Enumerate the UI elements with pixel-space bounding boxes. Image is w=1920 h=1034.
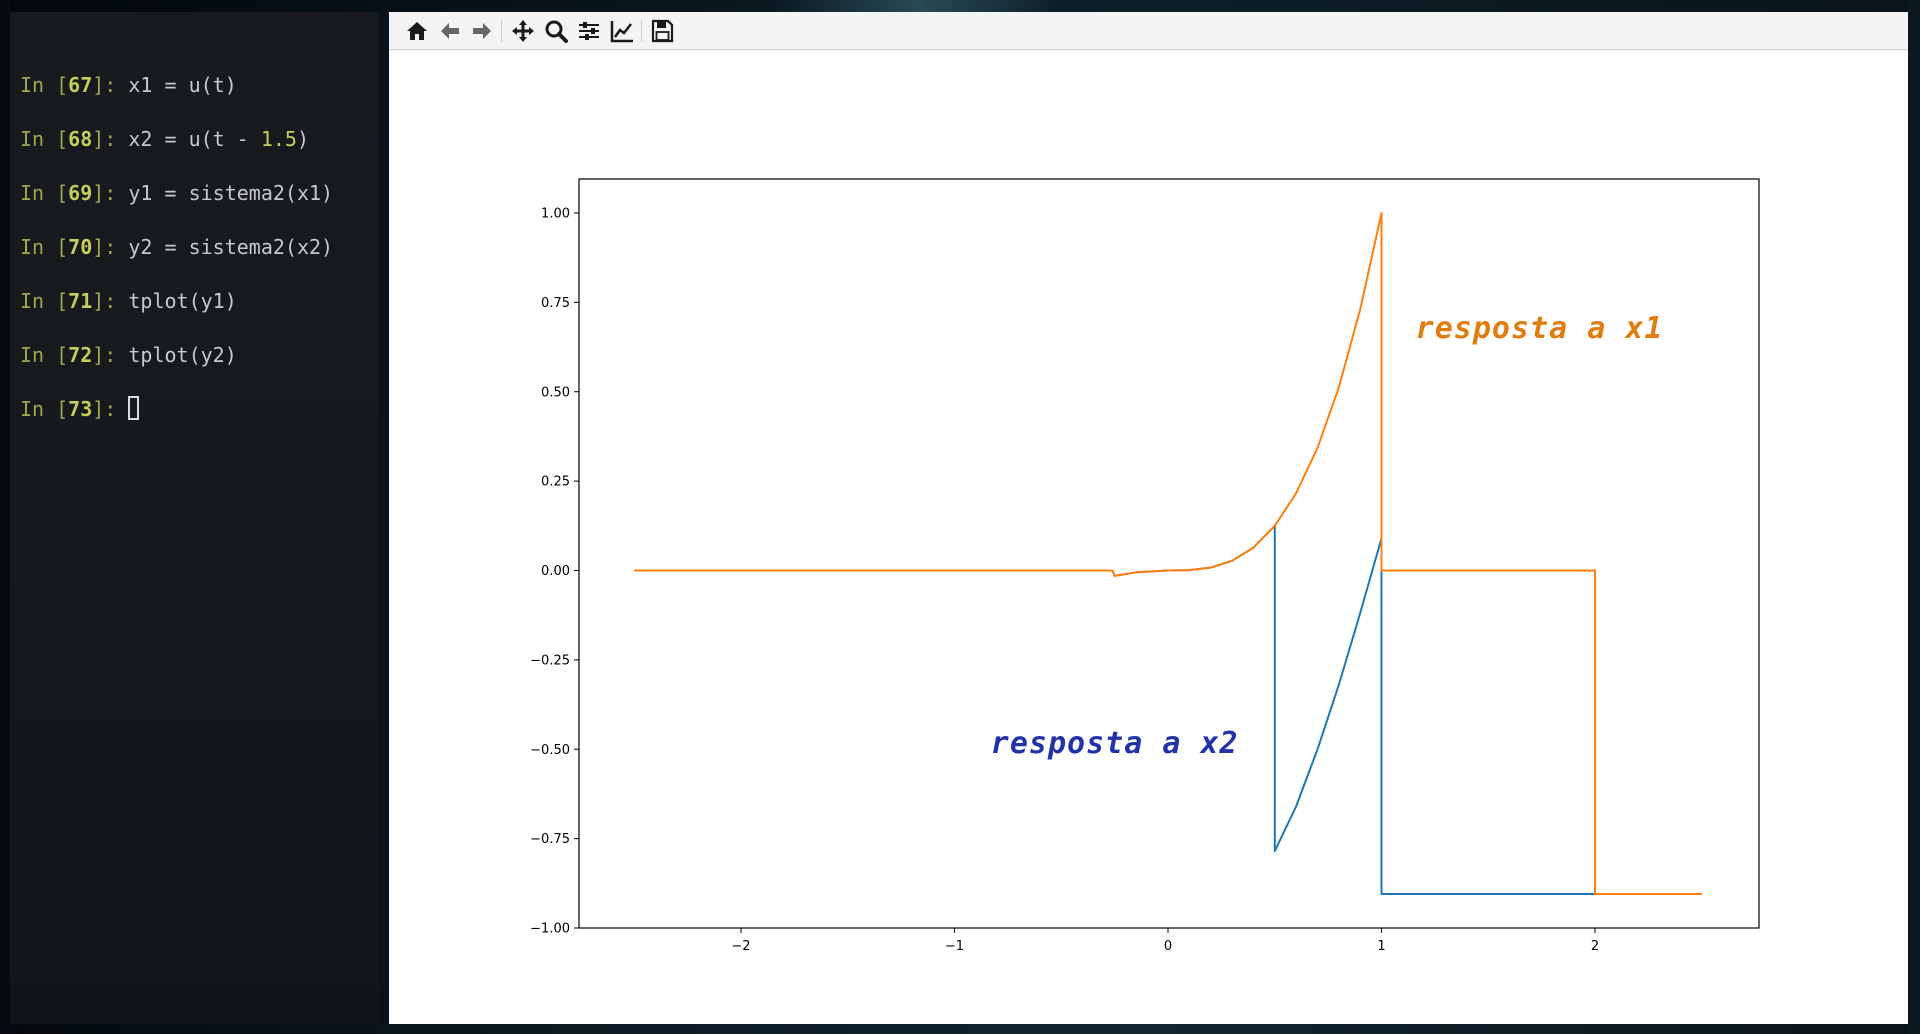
subplots-config-icon xyxy=(579,22,599,40)
home-icon xyxy=(407,22,427,40)
prompt-separator: ]: xyxy=(92,397,129,421)
x-tick-label: −1 xyxy=(945,939,964,954)
y-tick-label: −0.50 xyxy=(530,743,570,758)
plot-annotations: resposta a x1 resposta a x2 xyxy=(991,311,1664,761)
prompt-in: In [ xyxy=(20,343,69,367)
pan-button[interactable] xyxy=(510,18,536,44)
y-tick-label: 0.00 xyxy=(541,564,570,579)
prompt-in: In [ xyxy=(20,397,69,421)
zoom-icon xyxy=(545,20,568,43)
code-text: tplot(y2) xyxy=(128,343,237,367)
x-tick-label: 2 xyxy=(1591,939,1599,954)
prompt-in: In [ xyxy=(20,235,69,259)
ipython-terminal[interactable]: In [67]: x1 = u(t) In [68]: x2 = u(t - 1… xyxy=(10,12,378,1024)
prompt-number: 68 xyxy=(68,127,93,151)
prompt-number: 69 xyxy=(68,181,93,205)
home-button[interactable] xyxy=(404,18,430,44)
prompt-in: In [ xyxy=(20,289,69,313)
prompt-separator: ]: xyxy=(92,181,129,205)
code-text: x1 = u(t) xyxy=(128,73,237,97)
code-text: x2 = u(t - xyxy=(128,127,261,151)
prompt-separator: ]: xyxy=(92,289,129,313)
prompt-separator: ]: xyxy=(92,127,129,151)
prompt-number: 71 xyxy=(68,289,93,313)
forward-arrow-icon xyxy=(473,23,491,39)
annotation-label: resposta a x1 xyxy=(1416,311,1664,346)
toolbar-separator xyxy=(501,20,502,42)
forward-button[interactable] xyxy=(469,18,495,44)
edit-axes-icon xyxy=(610,21,633,43)
y-tick-label: −1.00 xyxy=(530,922,570,937)
terminal-output: In [67]: x1 = u(t) In [68]: x2 = u(t - 1… xyxy=(20,70,333,448)
prompt-in: In [ xyxy=(20,181,69,205)
edit-axes-button[interactable] xyxy=(609,18,635,44)
prompt-number: 67 xyxy=(68,73,93,97)
prompt-separator: ]: xyxy=(92,73,129,97)
x-axis-ticks: −2 −1 0 1 2 xyxy=(731,928,1599,954)
navigation-toolbar xyxy=(389,12,1908,50)
y-tick-label: 0.25 xyxy=(541,475,570,490)
series-line-1 xyxy=(634,524,1702,895)
back-button[interactable] xyxy=(437,18,463,44)
desktop-wallpaper-bottom xyxy=(0,1024,1920,1034)
prompt-separator: ]: xyxy=(92,235,129,259)
prompt-in: In [ xyxy=(20,73,69,97)
prompt-number: 73 xyxy=(68,397,93,421)
back-arrow-icon xyxy=(441,23,459,39)
terminal-line: In [69]: y1 = sistema2(x1) xyxy=(20,178,333,232)
save-icon xyxy=(651,19,674,43)
prompt-number: 72 xyxy=(68,343,93,367)
prompt-in: In [ xyxy=(20,127,69,151)
plot-canvas[interactable]: 1.00 0.75 0.50 0.25 0.00 −0.25 −0.50 −0.75 −1.00… xyxy=(389,50,1908,1024)
terminal-line: In [72]: tplot(y2) xyxy=(20,340,333,394)
x-tick-label: 0 xyxy=(1164,939,1172,954)
code-text-tail: ) xyxy=(296,127,310,151)
prompt-separator: ]: xyxy=(92,343,129,367)
y-tick-label: 1.00 xyxy=(541,207,570,222)
terminal-line: In [70]: y2 = sistema2(x2) xyxy=(20,232,333,286)
save-button[interactable] xyxy=(649,18,675,44)
x-tick-label: 1 xyxy=(1377,939,1385,954)
pan-icon xyxy=(512,20,534,42)
toolbar-separator xyxy=(641,20,642,42)
desktop-wallpaper-left xyxy=(0,0,10,1034)
matplotlib-figure-window: 1.00 0.75 0.50 0.25 0.00 −0.25 −0.50 −0.75 −1.00… xyxy=(389,12,1908,1024)
plot-lines xyxy=(634,212,1702,895)
text-cursor xyxy=(128,396,140,420)
y-tick-label: 0.50 xyxy=(541,385,570,400)
desktop-wallpaper-right xyxy=(1908,0,1920,1034)
terminal-line: In [68]: x2 = u(t - 1.5) xyxy=(20,124,333,178)
prompt-number: 70 xyxy=(68,235,93,259)
code-text: y2 = sistema2(x2) xyxy=(128,235,334,259)
code-literal: 1.5 xyxy=(260,127,297,151)
y-axis-ticks: 1.00 0.75 0.50 0.25 0.00 −0.25 −0.50 −0.75 −1.00 xyxy=(530,207,579,937)
y-tick-label: −0.75 xyxy=(530,832,570,847)
series-line-2 xyxy=(634,212,1702,895)
terminal-line: In [71]: tplot(y1) xyxy=(20,286,333,340)
y-tick-label: 0.75 xyxy=(541,296,570,311)
desktop-wallpaper-top xyxy=(0,0,1920,12)
terminal-line: In [67]: x1 = u(t) xyxy=(20,70,333,124)
y-tick-label: −0.25 xyxy=(530,653,570,668)
x-tick-label: −2 xyxy=(731,939,750,954)
zoom-button[interactable] xyxy=(543,18,569,44)
terminal-input-line[interactable]: In [73]: xyxy=(20,394,333,448)
code-text: tplot(y1) xyxy=(128,289,237,313)
axes-frame xyxy=(578,178,1760,929)
subplots-config-button[interactable] xyxy=(576,18,602,44)
code-text: y1 = sistema2(x1) xyxy=(128,181,334,205)
annotation-label: resposta a x2 xyxy=(991,726,1239,761)
